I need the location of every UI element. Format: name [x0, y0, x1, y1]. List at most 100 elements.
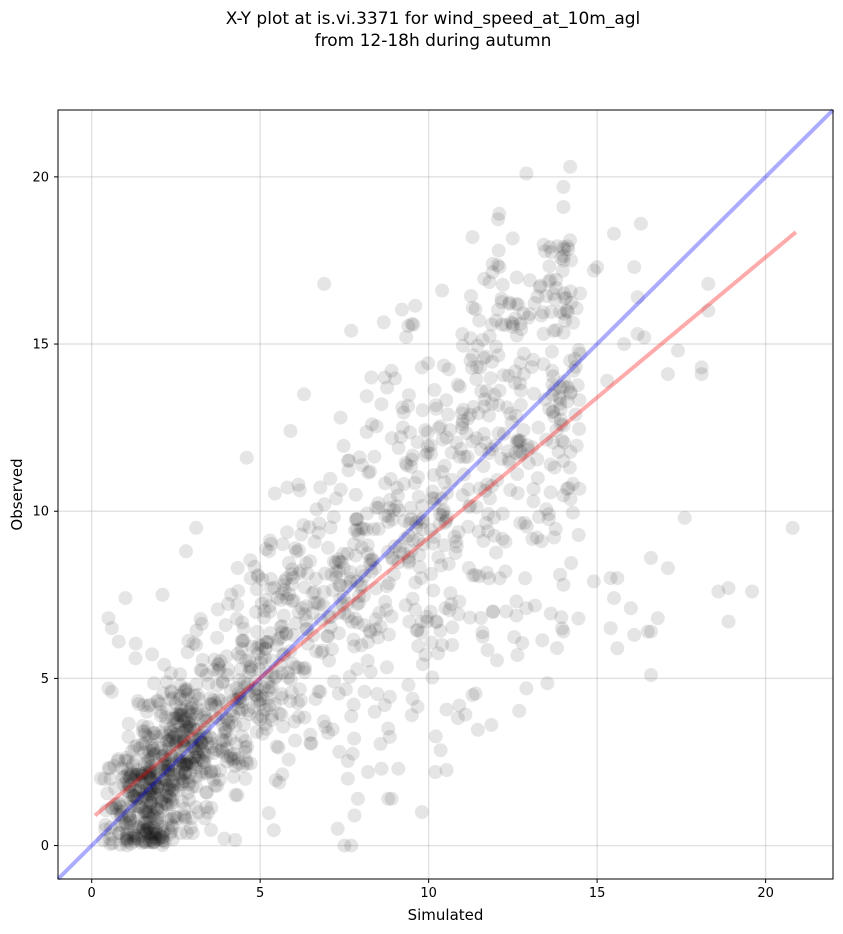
- data-point: [546, 369, 561, 384]
- data-point: [563, 385, 578, 399]
- data-point: [255, 572, 270, 587]
- data-point: [333, 482, 348, 497]
- data-point: [177, 733, 192, 748]
- data-point: [405, 691, 420, 706]
- data-point: [401, 528, 416, 543]
- data-point: [213, 763, 228, 778]
- data-point: [381, 508, 396, 523]
- data-point: [168, 728, 183, 743]
- data-point: [174, 725, 189, 740]
- data-point: [386, 503, 401, 518]
- data-point: [133, 782, 148, 797]
- data-point: [485, 256, 500, 271]
- data-point: [544, 245, 559, 260]
- data-point: [352, 450, 367, 465]
- data-point: [553, 392, 568, 407]
- data-point: [509, 608, 524, 623]
- data-point: [496, 368, 511, 383]
- data-point: [385, 512, 400, 527]
- data-point: [321, 629, 336, 644]
- data-point: [280, 591, 294, 606]
- data-point: [366, 522, 381, 537]
- data-point: [339, 579, 354, 594]
- data-point: [545, 388, 560, 403]
- data-point: [439, 393, 454, 408]
- data-point: [147, 747, 162, 761]
- data-point: [249, 724, 264, 739]
- data-point: [239, 450, 254, 465]
- data-point: [288, 660, 303, 675]
- data-point: [281, 670, 296, 685]
- data-point: [210, 778, 225, 793]
- data-point: [549, 323, 564, 337]
- data-point: [426, 536, 441, 551]
- data-point: [194, 765, 209, 779]
- data-point: [360, 506, 375, 521]
- data-point: [150, 800, 164, 815]
- data-point: [102, 761, 117, 776]
- x-tick-label: 0: [88, 886, 96, 901]
- data-point: [120, 784, 135, 799]
- data-point: [373, 619, 388, 634]
- data-point: [368, 561, 383, 576]
- data-point: [147, 830, 162, 845]
- data-point: [166, 783, 181, 798]
- data-point: [153, 704, 168, 719]
- data-point: [249, 641, 264, 656]
- data-point: [462, 499, 476, 514]
- data-point: [470, 360, 485, 374]
- data-point: [246, 700, 261, 715]
- data-point: [221, 713, 236, 728]
- data-point: [112, 817, 127, 832]
- data-point: [122, 770, 137, 785]
- data-point: [300, 636, 315, 651]
- data-point: [489, 545, 504, 560]
- data-point: [185, 756, 200, 771]
- data-point: [465, 348, 480, 363]
- data-point: [388, 371, 402, 386]
- data-point: [515, 636, 530, 650]
- data-point: [218, 618, 233, 633]
- data-point: [272, 706, 287, 721]
- data-point: [409, 515, 424, 530]
- data-point: [498, 564, 513, 579]
- data-point: [125, 766, 140, 781]
- data-point: [219, 754, 234, 769]
- data-point: [140, 821, 155, 835]
- data-point: [479, 384, 494, 399]
- data-point: [331, 686, 346, 701]
- data-point: [463, 610, 477, 625]
- data-point: [300, 566, 315, 581]
- data-point: [160, 777, 175, 792]
- data-point: [243, 756, 258, 771]
- data-point: [287, 714, 302, 729]
- data-point: [149, 780, 164, 795]
- data-point: [158, 710, 173, 725]
- data-point: [419, 609, 434, 624]
- data-point: [455, 327, 470, 341]
- data-point: [429, 615, 444, 630]
- data-point: [373, 736, 388, 751]
- data-point: [189, 707, 204, 722]
- data-point: [103, 837, 118, 852]
- data-point: [427, 496, 442, 511]
- data-point: [450, 377, 465, 392]
- data-point: [494, 295, 509, 309]
- data-point: [207, 652, 222, 667]
- data-point: [415, 512, 430, 527]
- data-point: [332, 564, 346, 579]
- data-point: [239, 653, 254, 668]
- data-point: [572, 393, 587, 408]
- data-point: [193, 732, 208, 747]
- data-point: [443, 423, 458, 438]
- data-point: [250, 682, 265, 697]
- data-point: [147, 766, 162, 781]
- data-point: [392, 539, 407, 553]
- data-point: [195, 753, 210, 768]
- data-point: [170, 711, 185, 726]
- data-point: [170, 767, 185, 782]
- data-point: [479, 565, 494, 580]
- data-point: [258, 717, 273, 732]
- data-point: [154, 762, 168, 776]
- data-point: [677, 510, 692, 525]
